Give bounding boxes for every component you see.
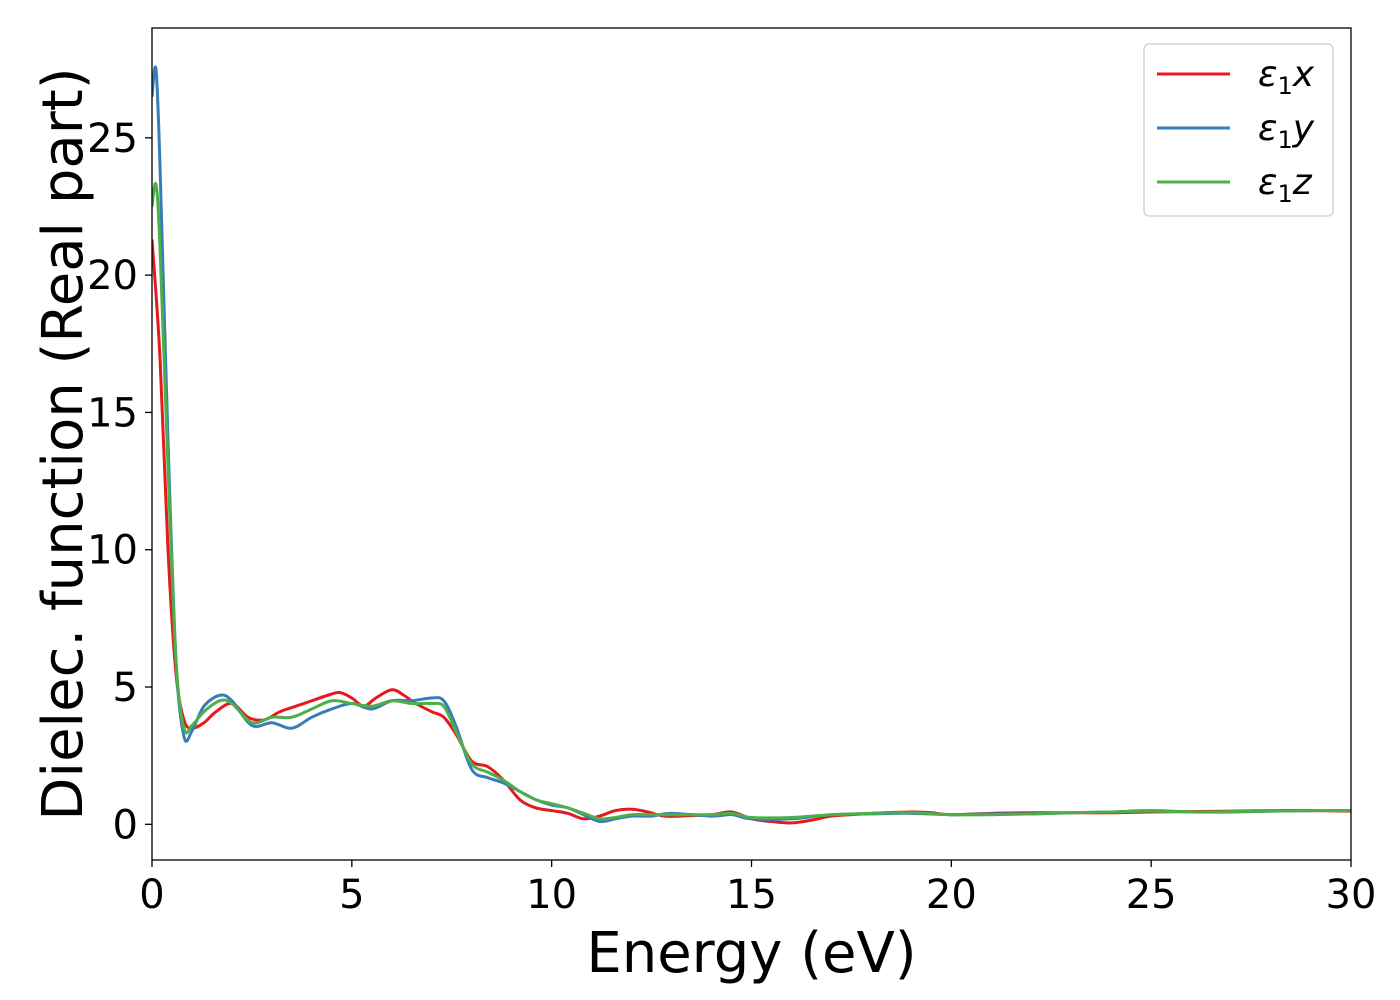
y-tick-label: 15 <box>87 390 138 436</box>
legend: ε1x ε1y ε1z <box>1143 43 1334 217</box>
x-tick-label: 30 <box>1326 872 1377 918</box>
x-tick-label: 15 <box>726 872 777 918</box>
x-tick-label: 10 <box>526 872 577 918</box>
y-tick-label: 10 <box>87 528 138 574</box>
x-axis-label: Energy (eV) <box>586 921 916 986</box>
series-line-z <box>152 181 1351 821</box>
y-axis-label: Dielec. function (Real part) <box>31 67 96 820</box>
y-tick-label: 25 <box>87 116 138 162</box>
x-tick-label: 25 <box>1126 872 1177 918</box>
y-tick-label: 5 <box>113 665 138 711</box>
x-tick-label: 5 <box>339 872 364 918</box>
y-tick-label: 0 <box>113 802 138 848</box>
x-tick-label: 20 <box>926 872 977 918</box>
y-tick-label: 20 <box>87 253 138 299</box>
legend-entry-x: ε1x <box>1258 54 1315 100</box>
ticks-layer: 0 5 10 15 20 25 30 0 5 10 15 20 25 <box>87 116 1376 918</box>
legend-entry-y: ε1y <box>1258 108 1315 154</box>
legend-entry-z: ε1z <box>1258 162 1313 208</box>
legend-box <box>1143 43 1334 217</box>
x-tick-label: 0 <box>139 872 164 918</box>
series-layer <box>152 65 1351 825</box>
series-line-x <box>152 239 1351 825</box>
